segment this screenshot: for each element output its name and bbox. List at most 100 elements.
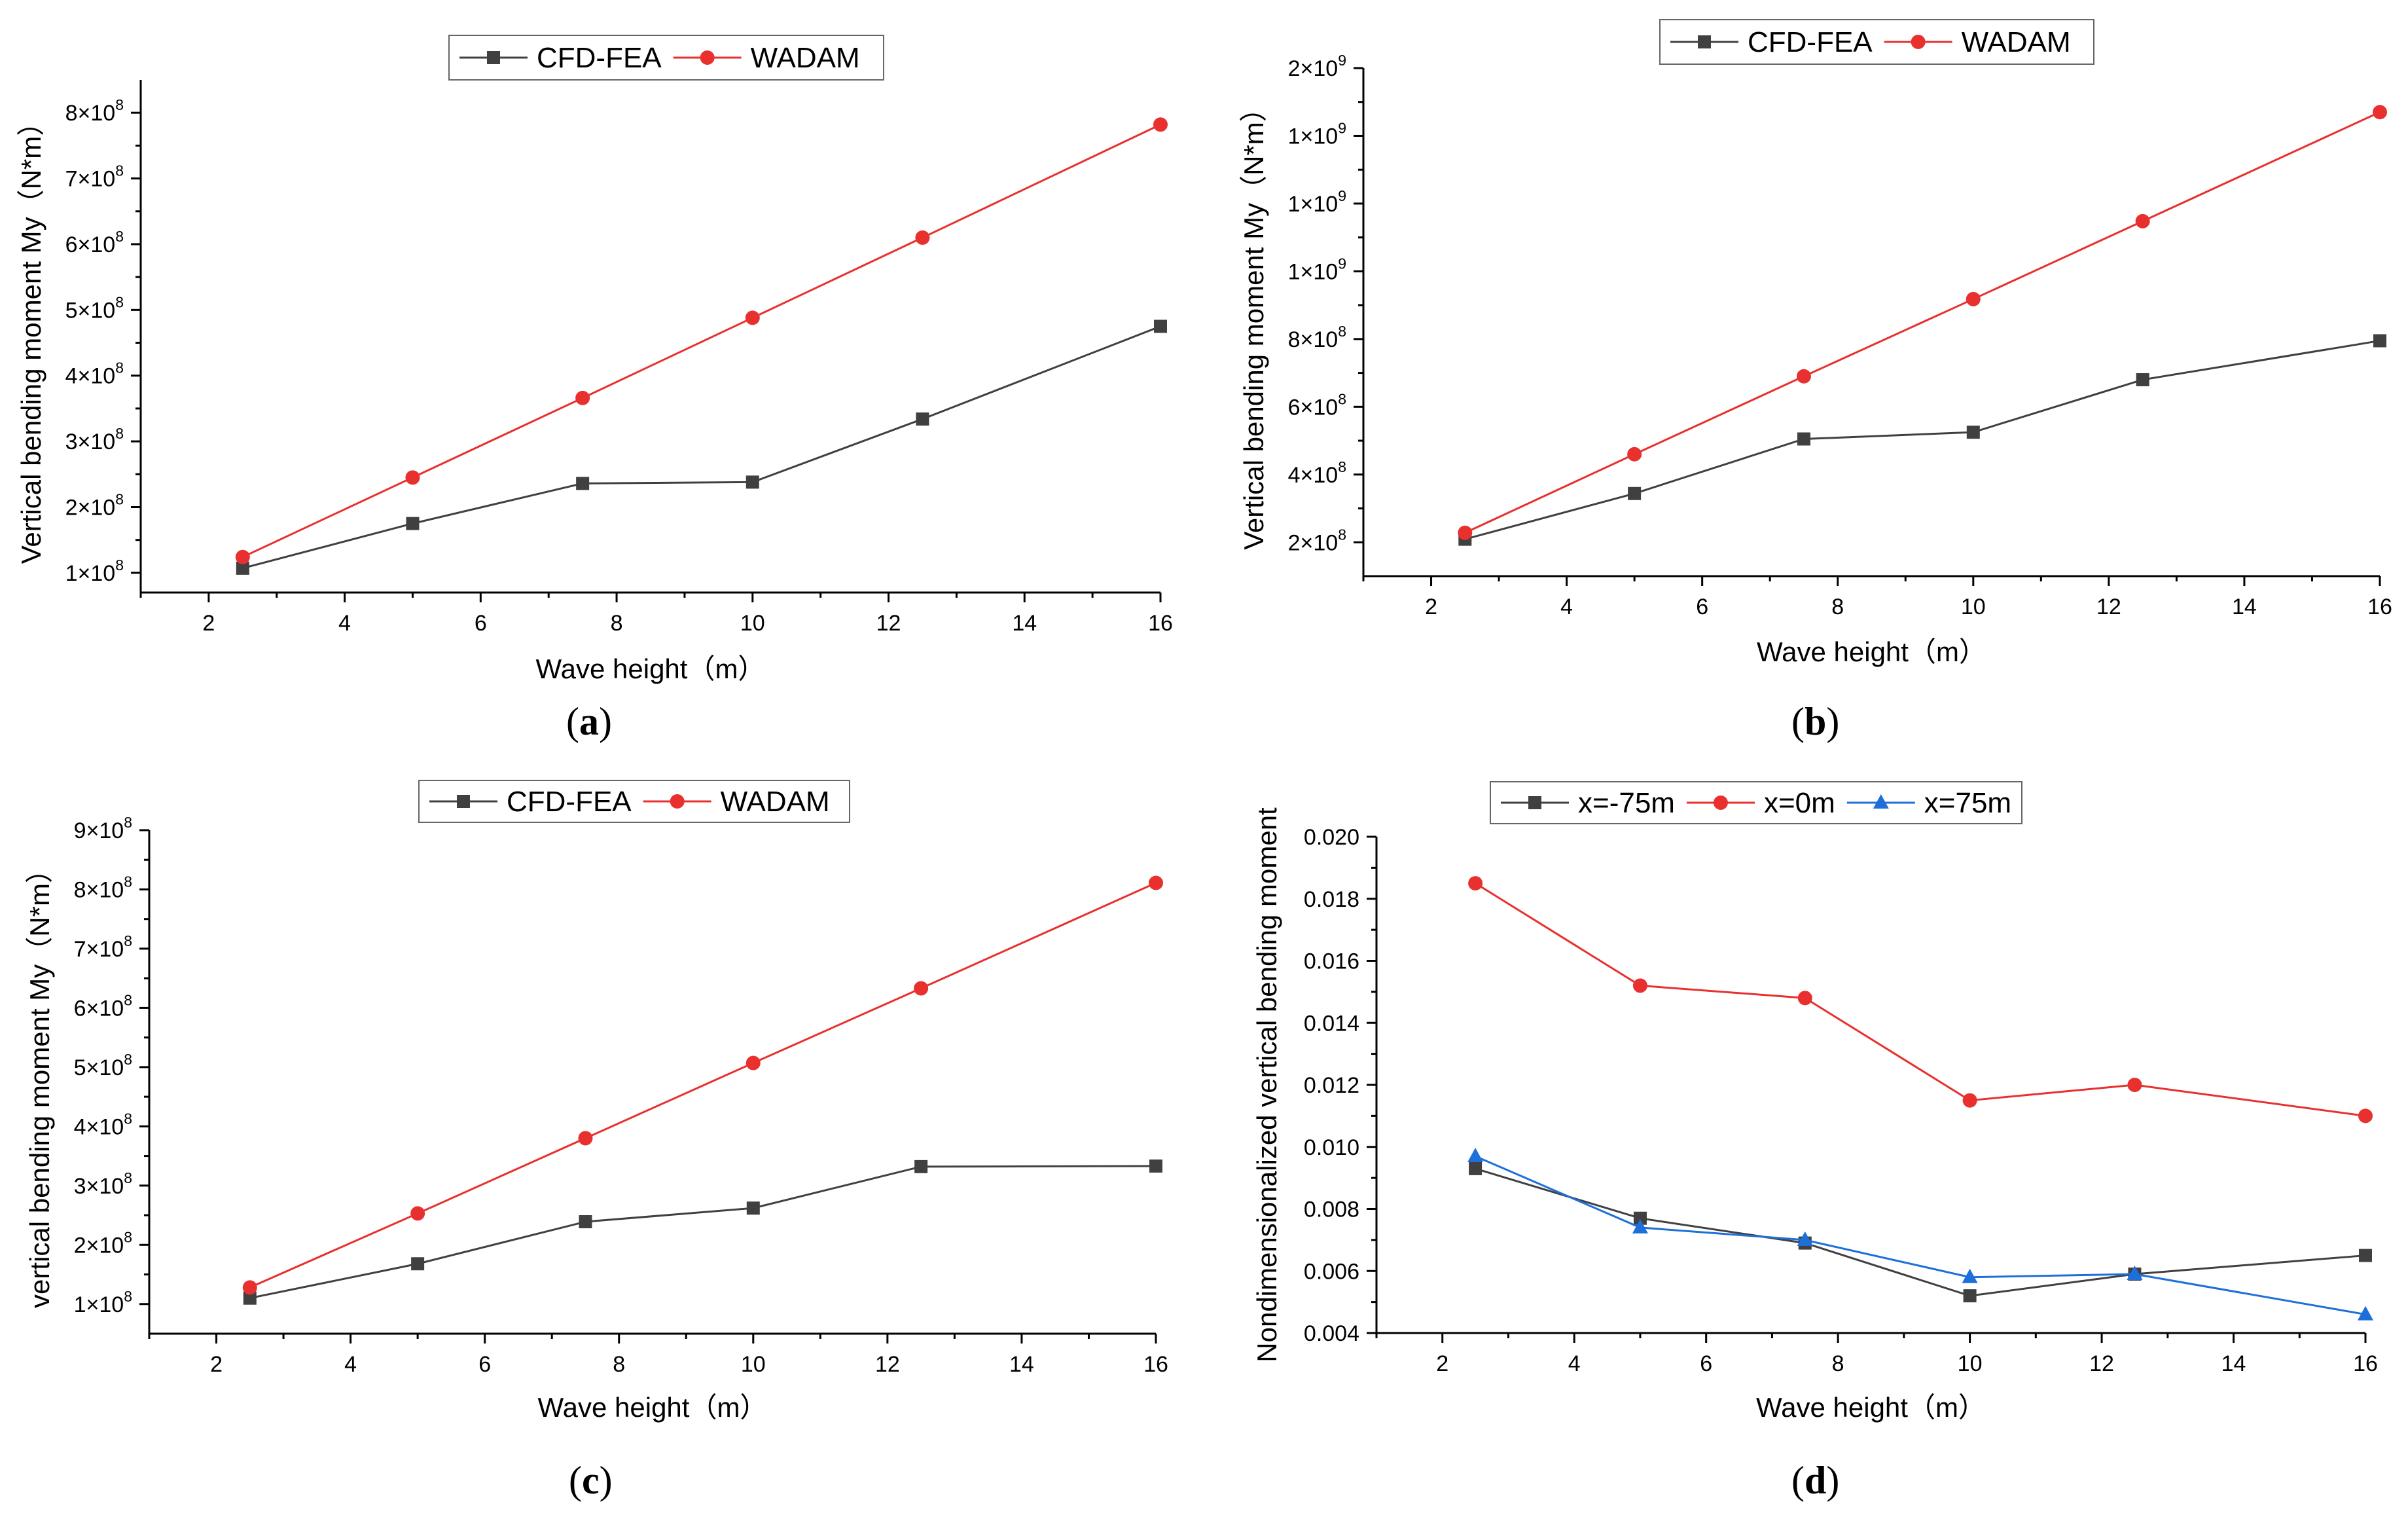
series-line [242,123,1161,558]
y-tick-label: 5×108 [74,1051,132,1080]
legend-label: WADAM [721,786,830,818]
y-tick-label: 2×108 [65,491,124,521]
x-tick-label: 6 [475,611,487,636]
chart-a: 2 4 6 8 10 12 14 16 1×108 2×108 3×108 4×108 5×108 6×1… [16,35,1173,684]
y-tick-label: 4×108 [74,1110,132,1139]
y-tick-label: 1×109 [1288,187,1346,217]
x-tick-label: 12 [2089,1351,2114,1376]
y-tick-label: 1×108 [65,557,124,586]
y-tick-label: 0.016 [1304,949,1359,974]
x-tick-label: 10 [1958,1351,1983,1376]
y-axis-label: vertical bending moment My（N*m） [24,856,55,1308]
data-point [914,981,929,996]
y-tick-label: 3×108 [74,1169,132,1199]
data-point [746,475,759,489]
x-axis-label: Wave height（m） [1757,636,1986,667]
x-tick-label: 4 [344,1352,357,1377]
data-point [1458,525,1473,540]
series-CFD-FEA [236,320,1167,575]
data-point [1627,447,1642,462]
series-x=-75m [1469,1161,2372,1303]
x-tick-label: 8 [1831,594,1844,619]
data-point [1963,1289,1977,1303]
y-tick-label: 6×108 [74,991,132,1021]
panel-label-a: (a) [566,700,612,743]
x-tick-label: 6 [478,1352,491,1377]
legend-marker [670,794,685,809]
data-point [2127,1078,2142,1092]
legend: CFD-FEA WADAM [418,780,850,823]
y-tick-label: 8×108 [1288,323,1346,352]
legend-marker [457,795,470,808]
data-point [1633,1211,1647,1225]
data-point [1468,876,1483,891]
y-tick-label: 1×109 [1288,119,1346,149]
legend-label: CFD-FEA [507,786,632,818]
y-axis-label: Nondimensionalized vertical bending mome… [1251,807,1282,1362]
data-point [576,477,590,490]
y-tick-label: 0.008 [1304,1197,1359,1222]
x-tick-label: 4 [1560,594,1573,619]
legend-marker [700,50,715,65]
data-point [1628,486,1642,500]
data-point [242,1280,257,1295]
data-point [1962,1093,1977,1108]
panel-label-c: (c) [569,1459,613,1502]
series-line [242,325,1161,570]
data-point [1153,117,1168,132]
data-point [236,561,249,575]
y-tick-label: 2×108 [74,1228,132,1258]
data-point [1797,991,1812,1006]
legend-label: x=0m [1764,787,1835,819]
series-line [249,1165,1157,1300]
x-tick-label: 10 [740,611,765,636]
data-point [1797,432,1810,446]
chart-d: 2 4 6 8 10 12 14 16 0.004 0.006 0.008 0.010 0.012 0.0… [1251,781,2378,1423]
x-axis-label: Wave height（m） [1756,1392,1986,1423]
legend-label: WADAM [751,42,860,74]
legend-box [1490,781,2022,824]
y-tick-label: 0.006 [1304,1259,1359,1284]
chart-b: 2 4 6 8 10 12 14 16 2×108 4×108 6×108 8×108 1×109 1×1… [1238,19,2392,667]
data-point [914,1160,928,1173]
x-tick-label: 8 [1832,1351,1844,1376]
y-axis-label: Vertical bending moment My（N*m） [1238,94,1269,550]
series-WADAM [1458,105,2387,540]
x-tick-label: 2 [1436,1351,1448,1376]
x-tick-label: 12 [2096,594,2121,619]
data-point [2359,1249,2372,1262]
x-tick-label: 14 [2221,1351,2246,1376]
y-tick-label: 4×108 [65,359,124,389]
y-tick-label: 6×108 [65,228,124,257]
y-tick-label: 3×108 [65,425,124,454]
panel-label-d: (d) [1791,1459,1840,1502]
y-tick-label: 9×108 [74,814,132,843]
series-line [1475,1155,2366,1316]
x-tick-label: 2 [202,611,215,636]
data-point [405,470,420,485]
y-tick-label: 0.014 [1304,1011,1359,1036]
legend-label: x=-75m [1578,787,1675,819]
series-line [249,882,1157,1289]
legend-marker [487,51,500,64]
legend-marker [1873,794,1889,809]
data-point [1632,978,1647,993]
legend: CFD-FEA WADAM [448,35,884,81]
y-tick-label: 8×108 [74,873,132,902]
x-axis-label: Wave height（m） [536,653,766,684]
data-point [1796,369,1811,384]
series-WADAM [235,117,1168,564]
y-tick-label: 7×108 [74,932,132,962]
x-tick-label: 10 [741,1352,766,1377]
x-tick-label: 16 [1143,1352,1168,1377]
y-tick-label: 0.018 [1304,887,1359,912]
x-tick-label: 6 [1700,1351,1712,1376]
data-point [406,517,420,530]
data-point [916,412,929,426]
y-tick-label: 0.010 [1304,1135,1359,1160]
x-tick-label: 16 [2353,1351,2378,1376]
data-point [2135,213,2150,228]
y-tick-label: 1×108 [74,1288,132,1317]
series-line [1475,882,2366,1117]
data-point [411,1257,425,1271]
